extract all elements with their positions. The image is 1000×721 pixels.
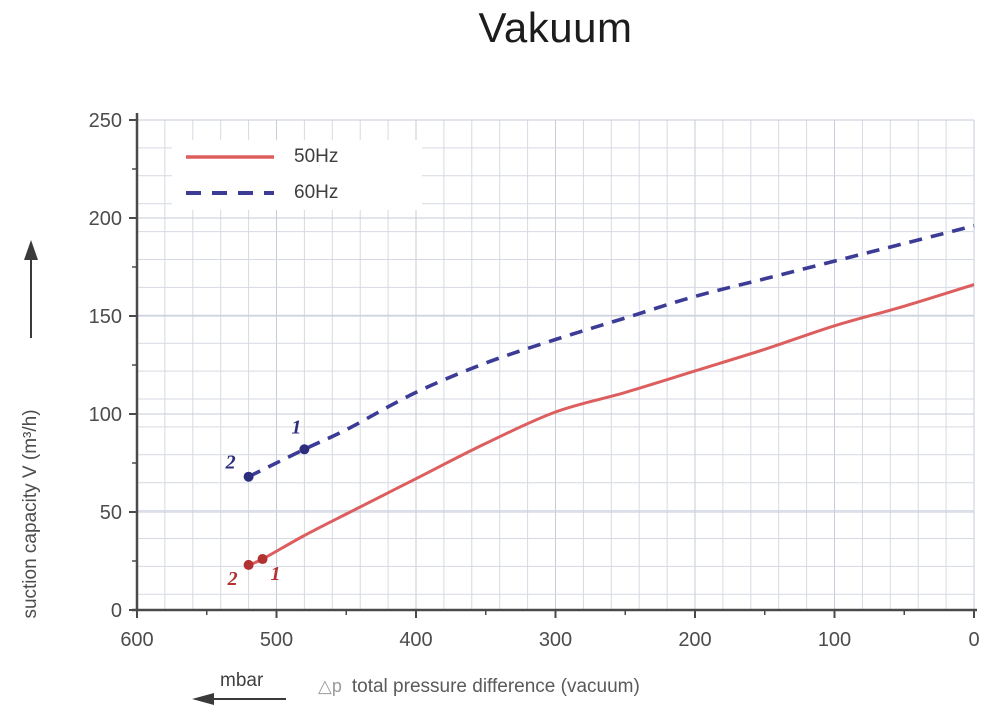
point-label: 2 <box>227 568 238 590</box>
point-label: 1 <box>271 563 281 585</box>
data-point-marker <box>257 554 268 565</box>
legend-label-50hz: 50Hz <box>294 146 339 167</box>
axes <box>129 113 977 618</box>
series-line <box>247 224 975 479</box>
legend-item-50hz: 50Hz <box>172 142 422 172</box>
legend-item-60hz: 60Hz <box>172 178 422 208</box>
series-60hz: 21 <box>225 224 975 482</box>
x-axis-label: total pressure difference (vacuum) <box>351 676 640 697</box>
delta-p-symbol: △p <box>318 676 342 696</box>
x-tick-label: 0 <box>968 629 979 651</box>
left-arrow-icon <box>192 693 286 705</box>
y-tick-label: 200 <box>89 208 122 230</box>
x-axis-caption-row: mbar △p total pressure difference (vacuum… <box>0 668 1000 714</box>
x-tick-label: 400 <box>399 629 432 651</box>
y-tick-label: 250 <box>89 110 122 132</box>
x-unit-group: mbar <box>190 668 300 708</box>
data-point-marker <box>243 559 254 570</box>
x-unit-label: mbar <box>220 670 264 691</box>
y-axis-label: suction capacity V (m³/h) <box>20 409 41 619</box>
x-axis-label-group: △p total pressure difference (vacuum) <box>318 676 640 698</box>
legend-line-60hz-sample <box>186 191 274 195</box>
series-line <box>247 283 975 567</box>
x-tick-label: 600 <box>120 629 153 651</box>
point-label: 2 <box>225 452 236 474</box>
x-tick-label: 300 <box>539 629 572 651</box>
data-point-marker <box>243 471 254 482</box>
data-point-marker <box>299 444 310 455</box>
y-tick-label: 100 <box>89 404 122 426</box>
legend-line-50hz-sample <box>186 155 274 159</box>
x-tick-label: 100 <box>818 629 851 651</box>
y-axis-arrow-icon <box>24 240 38 338</box>
legend: 50Hz 60Hz <box>172 140 422 210</box>
chart-title: Vakuum <box>478 4 633 51</box>
y-tick-label: 0 <box>111 600 122 622</box>
point-label: 1 <box>291 416 301 438</box>
y-tick-label: 50 <box>100 502 122 524</box>
y-tick-label: 150 <box>89 306 122 328</box>
x-tick-label: 500 <box>260 629 293 651</box>
x-tick-label: 200 <box>678 629 711 651</box>
legend-label-60hz: 60Hz <box>294 182 339 203</box>
